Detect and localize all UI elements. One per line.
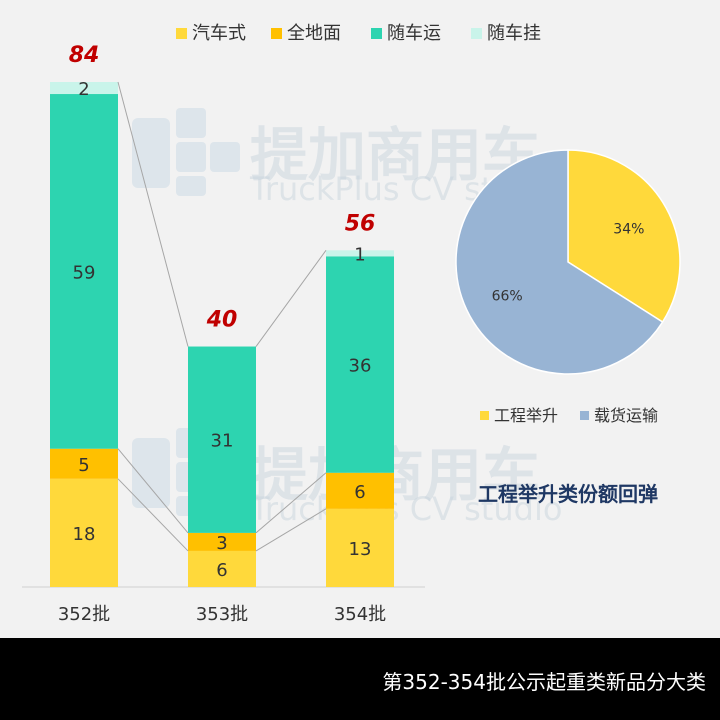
legend-label: 随车挂 [487,23,541,44]
data-label: 1 [354,244,365,265]
legend-swatch [271,28,282,39]
data-label: 5 [78,455,89,476]
series-connector [117,478,189,552]
data-label: 2 [78,79,89,100]
total-label: 56 [345,211,376,236]
pie-legend-label: 载货运输 [594,406,658,425]
bar-segment [188,550,256,587]
bar-segment [326,250,394,257]
category-label: 353批 [196,604,248,625]
watermark-brand: 提加商用车 [250,121,541,189]
bar-segment [326,472,394,509]
data-label: 6 [354,482,365,503]
pie-label: 34% [613,222,644,238]
data-label: 36 [349,356,372,377]
legend-swatch [471,28,482,39]
data-label: 31 [211,431,234,452]
bar-segment [50,82,118,95]
data-label: 13 [349,539,372,560]
legend-label: 汽车式 [192,23,246,44]
pie-legend-label: 工程举升 [494,406,558,425]
bar-segment [188,532,256,551]
bar-segment [326,256,394,473]
bar-segment [50,94,118,449]
footer-bar: 第352-354批公示起重类新品分大类 [0,638,720,720]
data-label: 18 [73,524,96,545]
pie-slice [455,149,664,375]
legend-label: 全地面 [287,23,341,44]
series-connector [117,81,189,347]
footer-title: 第352-354批公示起重类新品分大类 [382,670,706,694]
category-label: 352批 [58,604,110,625]
pie-legend-swatch [480,411,489,420]
data-label: 6 [216,560,227,581]
bar-segment [50,448,118,479]
bar-segment [188,346,256,533]
bar-segment [326,508,394,587]
pie-annotation: 工程举升类份额回弹 [478,482,658,506]
series-connector [255,250,327,347]
total-label: 84 [69,43,100,68]
legend-swatch [371,28,382,39]
data-label: 3 [216,533,227,554]
data-label: 59 [73,262,96,283]
bar-segment [50,478,118,587]
series-connector [117,448,189,534]
category-label: 354批 [334,604,386,625]
series-connector [255,508,327,552]
watermark-sub: TruckPlus CV studio [250,490,563,528]
legend-label: 随车运 [387,23,441,44]
legend-swatch [176,28,187,39]
series-connector [255,472,327,534]
watermark-brand: 提加商用车 [250,441,541,509]
pie-legend-swatch [580,411,589,420]
pie-label: 66% [492,288,523,304]
total-label: 40 [206,308,238,333]
